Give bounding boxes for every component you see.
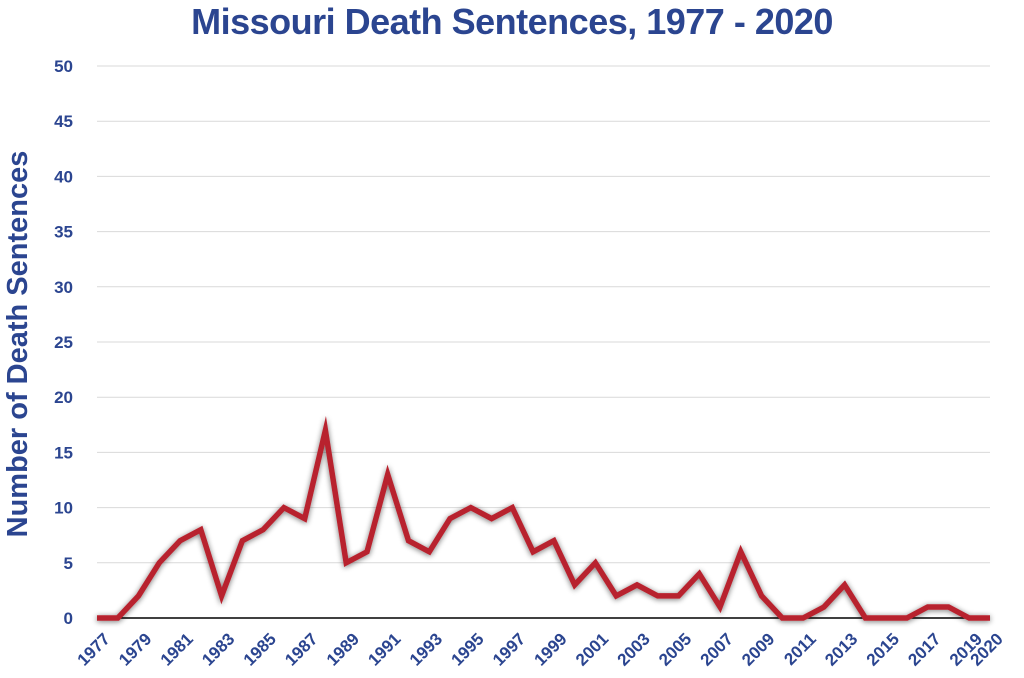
data-point <box>697 571 702 576</box>
data-point <box>718 604 723 609</box>
x-tick-label: 2011 <box>780 629 820 669</box>
data-point <box>884 616 889 621</box>
data-point <box>572 582 577 587</box>
data-point <box>946 604 951 609</box>
x-tick-label: 1987 <box>281 629 321 669</box>
grid-lines <box>97 65 990 564</box>
y-tick-label: 40 <box>54 167 73 186</box>
data-point <box>821 604 826 609</box>
data-point <box>364 549 369 554</box>
y-tick-label: 25 <box>54 333 73 352</box>
data-point <box>634 582 639 587</box>
y-tick-label: 15 <box>54 443 73 462</box>
x-tick-label: 2015 <box>863 629 903 669</box>
data-point <box>801 616 806 621</box>
data-point <box>448 516 453 521</box>
data-point <box>261 527 266 532</box>
y-tick-label: 30 <box>54 278 73 297</box>
data-point <box>136 593 141 598</box>
y-axis-label: Number of Death Sentences <box>2 151 34 538</box>
data-point <box>655 593 660 598</box>
data-point <box>551 538 556 543</box>
data-point <box>240 538 245 543</box>
x-tick-label: 1989 <box>323 629 363 669</box>
x-axis-ticks: 1977 1979 1981 1983 1985 1987 1989 1991 1993 1995… <box>74 629 1007 669</box>
y-tick-label: 35 <box>54 223 73 242</box>
data-point <box>198 527 203 532</box>
data-point <box>489 516 494 521</box>
data-point <box>406 538 411 543</box>
x-tick-label: 1981 <box>157 629 197 669</box>
data-point <box>842 582 847 587</box>
x-tick-label: 2013 <box>821 629 861 669</box>
data-point <box>344 560 349 565</box>
data-point <box>614 593 619 598</box>
x-tick-label: 1995 <box>447 629 487 669</box>
data-point <box>323 428 328 433</box>
data-point <box>281 505 286 510</box>
data-point <box>468 505 473 510</box>
data-point <box>178 538 183 543</box>
y-tick-label: 20 <box>54 388 73 407</box>
x-tick-label: 2005 <box>655 629 695 669</box>
data-point <box>904 616 909 621</box>
data-point <box>510 505 515 510</box>
y-axis-ticks: 0 5 10 15 20 25 30 35 40 45 50 <box>54 57 73 628</box>
x-tick-label: 2017 <box>904 629 944 669</box>
series-line <box>97 415 990 621</box>
data-point <box>988 616 993 621</box>
x-tick-label: 1977 <box>74 629 114 669</box>
x-tick-label: 2003 <box>614 629 654 669</box>
x-tick-label: 1985 <box>240 629 280 669</box>
data-point <box>219 593 224 598</box>
chart-title: Missouri Death Sentences, 1977 - 2020 <box>191 1 833 42</box>
x-tick-label: 1993 <box>406 629 446 669</box>
data-point <box>780 616 785 621</box>
y-tick-label: 0 <box>64 609 73 628</box>
data-point <box>759 593 764 598</box>
data-point <box>531 549 536 554</box>
y-tick-label: 5 <box>64 554 73 573</box>
data-point <box>738 549 743 554</box>
x-tick-label: 1997 <box>489 629 529 669</box>
series-layer <box>95 415 993 621</box>
x-tick-label: 2009 <box>738 629 778 669</box>
x-tick-label: 1999 <box>531 629 571 669</box>
data-point <box>157 560 162 565</box>
data-point <box>115 616 120 621</box>
data-point <box>427 549 432 554</box>
data-point <box>676 593 681 598</box>
x-tick-label: 1983 <box>198 629 238 669</box>
y-tick-label: 45 <box>54 112 73 131</box>
x-tick-label: 1979 <box>115 629 155 669</box>
x-tick-label: 2001 <box>572 629 612 669</box>
y-tick-label: 10 <box>54 499 73 518</box>
x-tick-label: 2007 <box>697 629 737 669</box>
x-tick-label: 1991 <box>364 629 404 669</box>
data-point <box>385 472 390 477</box>
data-point <box>967 616 972 621</box>
y-tick-label: 50 <box>54 57 73 76</box>
data-point <box>593 560 598 565</box>
data-point <box>925 604 930 609</box>
data-point <box>302 516 307 521</box>
data-point <box>95 616 100 621</box>
data-point <box>863 616 868 621</box>
